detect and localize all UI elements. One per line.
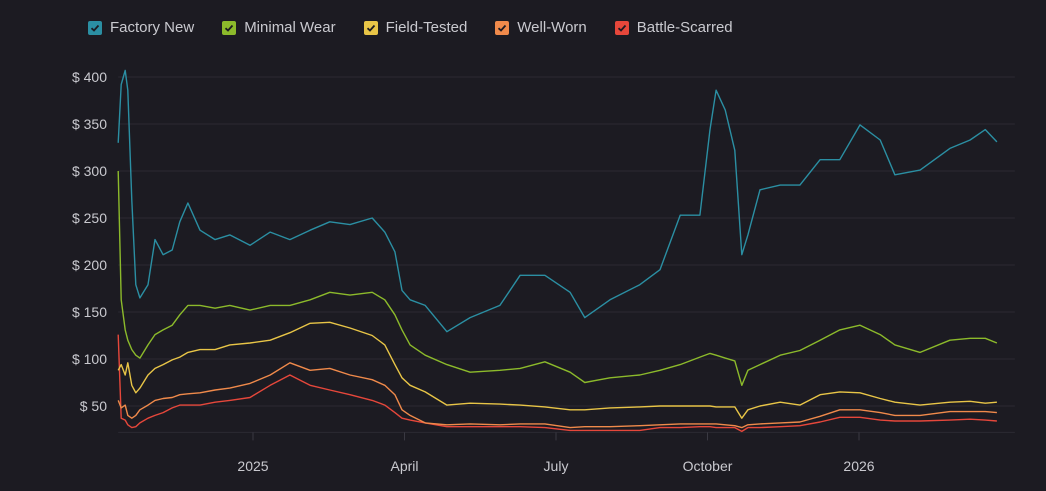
checkbox-checked-icon[interactable] xyxy=(88,20,102,35)
x-tick-label: October xyxy=(683,458,733,474)
legend-label: Factory New xyxy=(110,19,195,36)
legend-label: Battle-Scarred xyxy=(636,19,733,36)
y-tick-label: $ 400 xyxy=(72,69,107,85)
x-tick-label: 2025 xyxy=(237,458,268,474)
series-line-field-tested xyxy=(117,321,997,419)
checkbox-checked-icon[interactable] xyxy=(363,20,378,35)
x-tick-label: July xyxy=(544,458,569,474)
series-line-battle-scarred xyxy=(117,334,997,433)
legend-item-factory-new[interactable]: Factory New xyxy=(88,19,194,36)
y-tick-label: $ 300 xyxy=(72,163,107,179)
legend: Factory New Minimal Wear Field-Tested Well-… xyxy=(88,19,761,36)
series-line-well-worn xyxy=(117,362,997,429)
y-tick-label: $ 50 xyxy=(80,398,107,414)
y-tick-label: $ 350 xyxy=(72,116,107,132)
legend-item-battle-scarred[interactable]: Battle-Scarred xyxy=(614,19,733,36)
x-tick-label: 2026 xyxy=(843,458,874,474)
checkbox-checked-icon[interactable] xyxy=(495,20,510,35)
legend-item-field-tested[interactable]: Field-Tested xyxy=(363,19,468,36)
series-line-factory-new xyxy=(117,69,998,333)
legend-label: Well-Worn xyxy=(517,19,587,36)
x-tick-label: April xyxy=(390,458,418,474)
y-tick-label: $ 100 xyxy=(72,351,107,367)
checkbox-checked-icon[interactable] xyxy=(222,20,237,35)
series-line-minimal-wear xyxy=(117,170,998,386)
y-tick-label: $ 250 xyxy=(72,210,107,226)
legend-item-minimal-wear[interactable]: Minimal Wear xyxy=(222,19,336,36)
legend-label: Field-Tested xyxy=(385,19,468,36)
legend-item-well-worn[interactable]: Well-Worn xyxy=(495,19,587,36)
legend-label: Minimal Wear xyxy=(244,19,336,36)
y-tick-label: $ 150 xyxy=(72,304,107,320)
checkbox-checked-icon[interactable] xyxy=(614,20,629,35)
y-tick-label: $ 200 xyxy=(72,257,107,273)
